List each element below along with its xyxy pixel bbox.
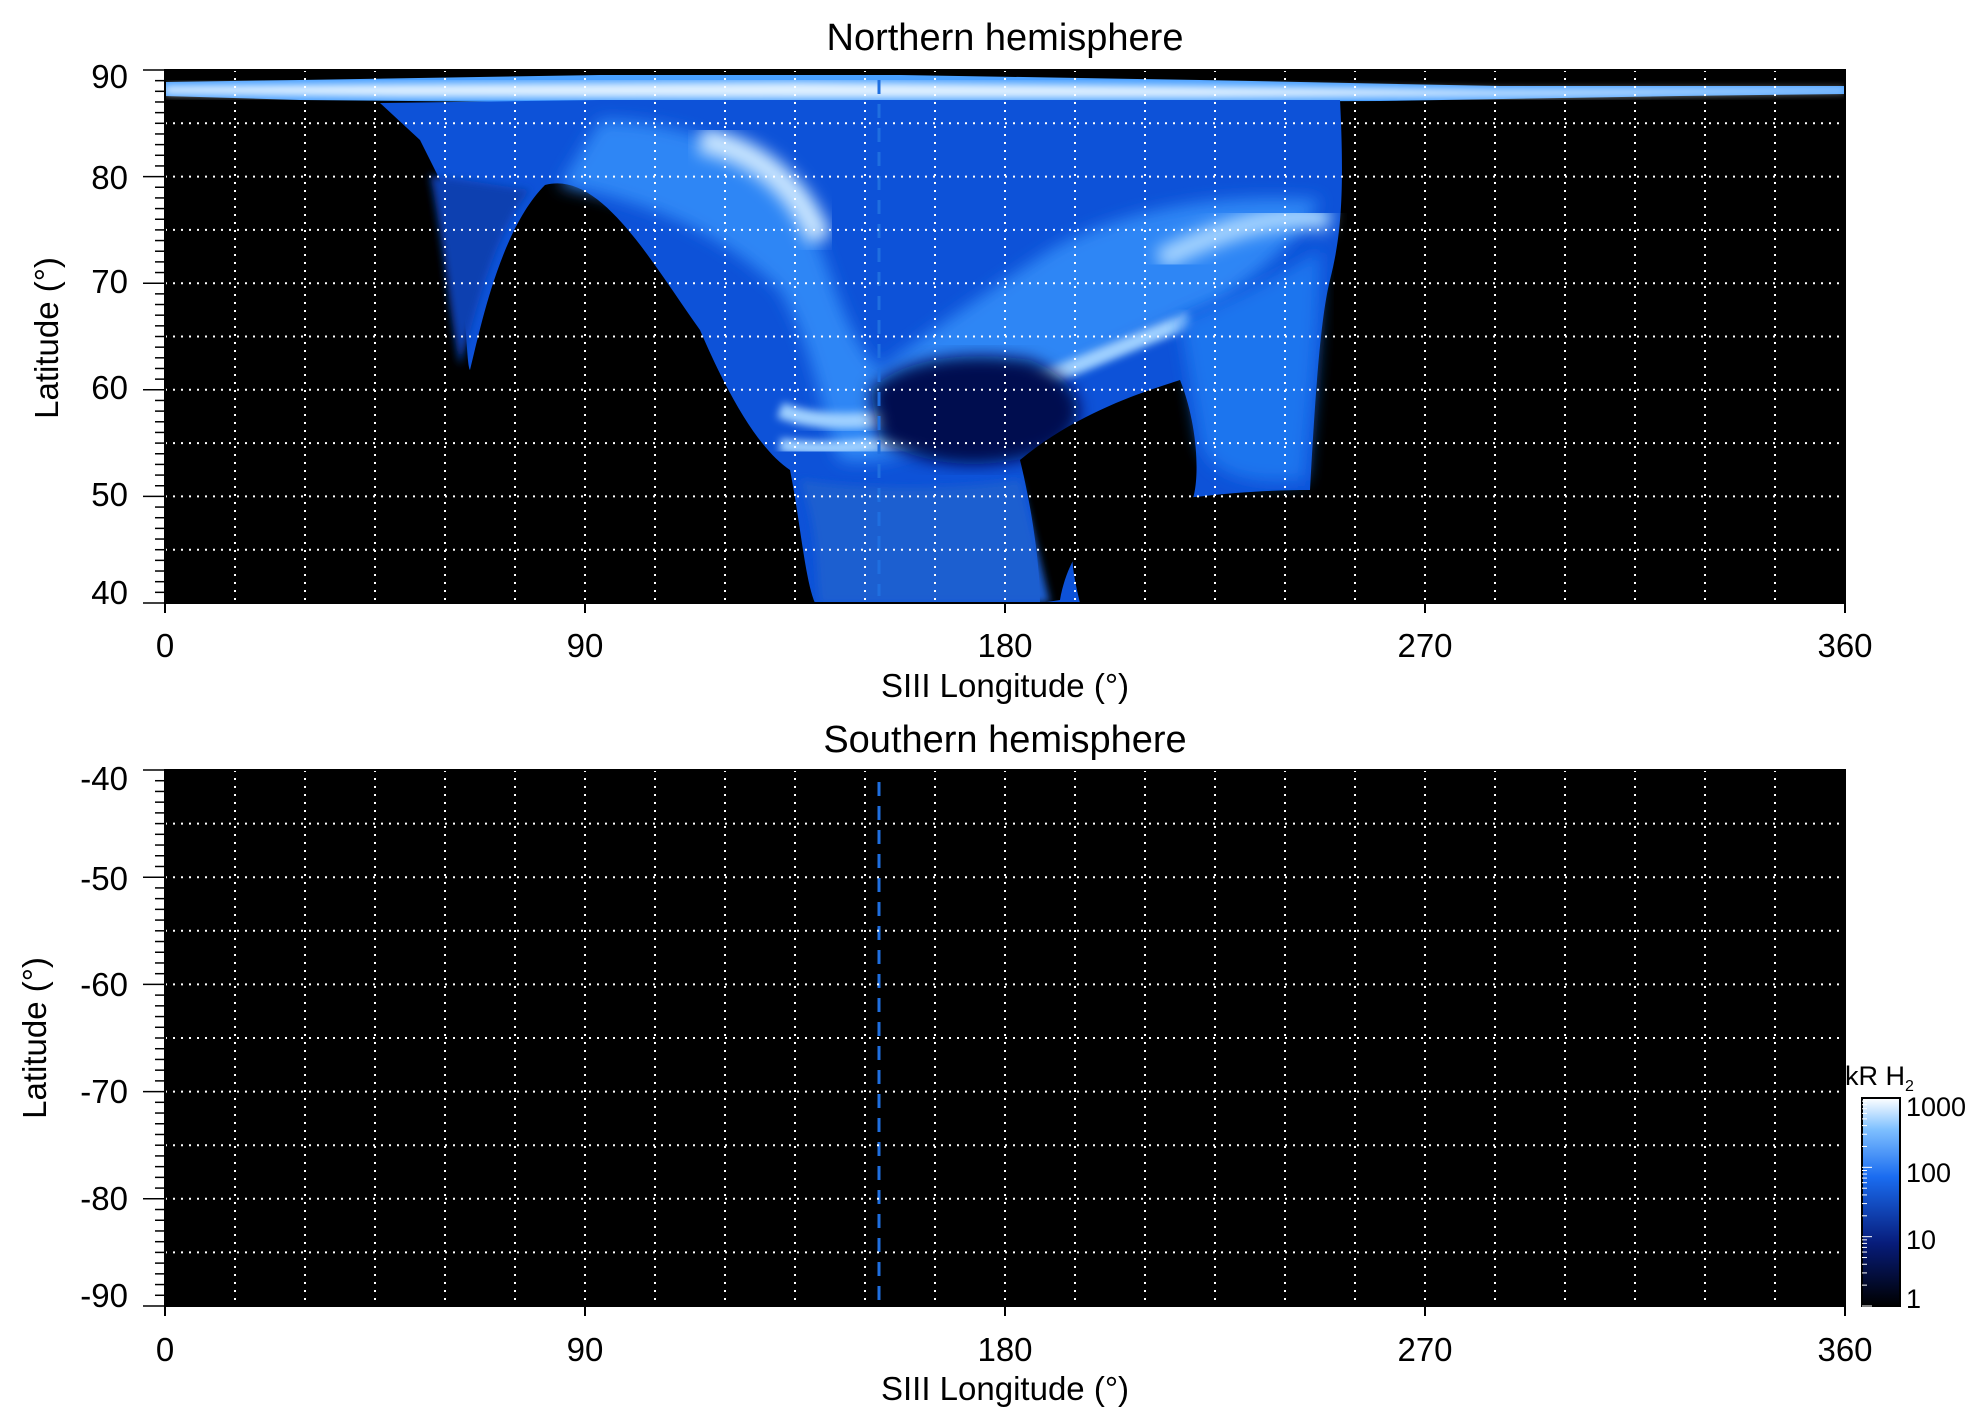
southern-xtick-0: 0 <box>156 1331 174 1368</box>
southern-ytick-m80: -80 <box>80 1180 128 1217</box>
northern-ytick-50: 50 <box>91 476 128 513</box>
northern-xlabel: SIII Longitude (°) <box>881 667 1129 704</box>
northern-grid <box>165 70 1845 603</box>
southern-ylabel: Latitude (°) <box>16 957 53 1119</box>
southern-xtick-360: 360 <box>1817 1331 1872 1368</box>
southern-xlabel: SIII Longitude (°) <box>881 1370 1129 1407</box>
colorbar-ticks <box>1862 1100 1872 1307</box>
northern-title: Northern hemisphere <box>827 17 1184 59</box>
northern-ytick-80: 80 <box>91 159 128 196</box>
southern-ytick-m60: -60 <box>80 966 128 1003</box>
northern-xtick-0: 0 <box>156 627 174 664</box>
auroral-oval-bright <box>560 120 1320 462</box>
descending-plume <box>800 480 1050 603</box>
colorbar-label: kR H2 <box>1845 1061 1914 1095</box>
colorbar-tick-100: 100 <box>1906 1158 1951 1188</box>
southern-ytick-m90: -90 <box>80 1277 128 1314</box>
southern-xtick-180: 180 <box>977 1331 1032 1368</box>
colorbar-label-main: kR H <box>1845 1061 1905 1091</box>
northern-ytick-60: 60 <box>91 369 128 406</box>
dark-interior <box>870 356 1079 464</box>
northern-xtick-270: 270 <box>1397 627 1452 664</box>
colorbar-gradient <box>1861 1097 1901 1307</box>
northern-xtick-90: 90 <box>567 627 604 664</box>
bright-arc-2 <box>1155 206 1333 270</box>
southern-xtick-270: 270 <box>1397 1331 1452 1368</box>
colorbar: kR H2 1000 100 10 1 <box>1845 1061 1966 1314</box>
northern-axes <box>143 69 1846 613</box>
southern-ytick-m50: -50 <box>80 860 128 897</box>
bright-arc-1 <box>697 127 833 246</box>
colorbar-tick-1000: 1000 <box>1906 1092 1966 1122</box>
southern-xtick-90: 90 <box>567 1331 604 1368</box>
southern-panel: Southern hemisphere -40 -50 -60 -70 -80 … <box>16 719 1873 1407</box>
northern-xtick-180: 180 <box>977 627 1032 664</box>
southern-ytick-m70: -70 <box>80 1073 128 1110</box>
left-tongue <box>430 175 530 365</box>
northern-ylabel: Latitude (°) <box>28 257 65 419</box>
southern-ytick-m40: -40 <box>80 760 128 797</box>
southern-axes <box>143 769 1846 1316</box>
northern-ytick-90: 90 <box>91 58 128 95</box>
southern-grid <box>165 770 1845 1306</box>
northern-ytick-40: 40 <box>91 574 128 611</box>
northern-ytick-70: 70 <box>91 263 128 300</box>
southern-title: Southern hemisphere <box>823 719 1186 761</box>
colorbar-label-subscript: 2 <box>1905 1078 1914 1095</box>
colorbar-tick-1: 1 <box>1906 1284 1921 1314</box>
colorbar-tick-10: 10 <box>1906 1225 1936 1255</box>
northern-panel: Northern hemisphere <box>28 17 1873 704</box>
northern-xtick-360: 360 <box>1817 627 1872 664</box>
dark-gap <box>1020 380 1197 603</box>
